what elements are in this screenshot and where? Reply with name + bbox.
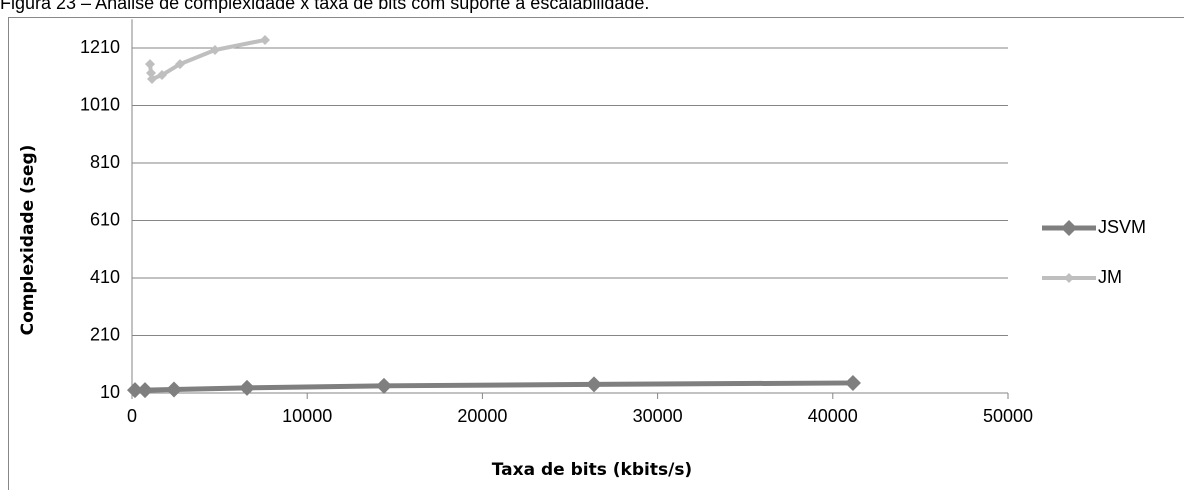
y-tick-label: 610 — [90, 209, 120, 229]
chart-frame — [8, 17, 1184, 490]
x-tick-label: 0 — [127, 406, 137, 426]
y-tick-label: 810 — [90, 152, 120, 172]
point — [165, 381, 182, 398]
legend-marker — [1061, 220, 1077, 236]
y-axis-title: Complexidade (seg) — [18, 145, 38, 336]
point — [144, 59, 155, 70]
point — [175, 59, 186, 70]
point — [136, 382, 153, 399]
x-tick-label: 20000 — [457, 406, 507, 426]
y-tick-label: 210 — [90, 324, 120, 344]
y-tick-label: 1210 — [80, 37, 120, 57]
point — [586, 376, 603, 393]
y-tick-label: 1010 — [80, 94, 120, 114]
point — [156, 70, 167, 81]
x-axis-title: Taxa de bits (kbits/s) — [492, 460, 692, 480]
point — [844, 374, 861, 391]
chart-title: Figura 23 – Análise de complexidade x ta… — [0, 0, 649, 13]
x-tick-label: 40000 — [808, 406, 858, 426]
y-tick-label: 410 — [90, 267, 120, 287]
point — [239, 379, 256, 396]
point — [146, 68, 157, 79]
point — [126, 382, 143, 399]
legend-label: JM — [1098, 267, 1122, 287]
point — [375, 377, 392, 394]
point — [146, 74, 157, 85]
y-tick-label: 10 — [100, 382, 120, 402]
point — [209, 45, 220, 56]
legend-marker — [1064, 273, 1074, 283]
x-tick-label: 30000 — [633, 406, 683, 426]
point — [259, 34, 270, 45]
x-tick-label: 50000 — [983, 406, 1033, 426]
x-tick-label: 10000 — [282, 406, 332, 426]
legend-label: JSVM — [1098, 217, 1146, 237]
